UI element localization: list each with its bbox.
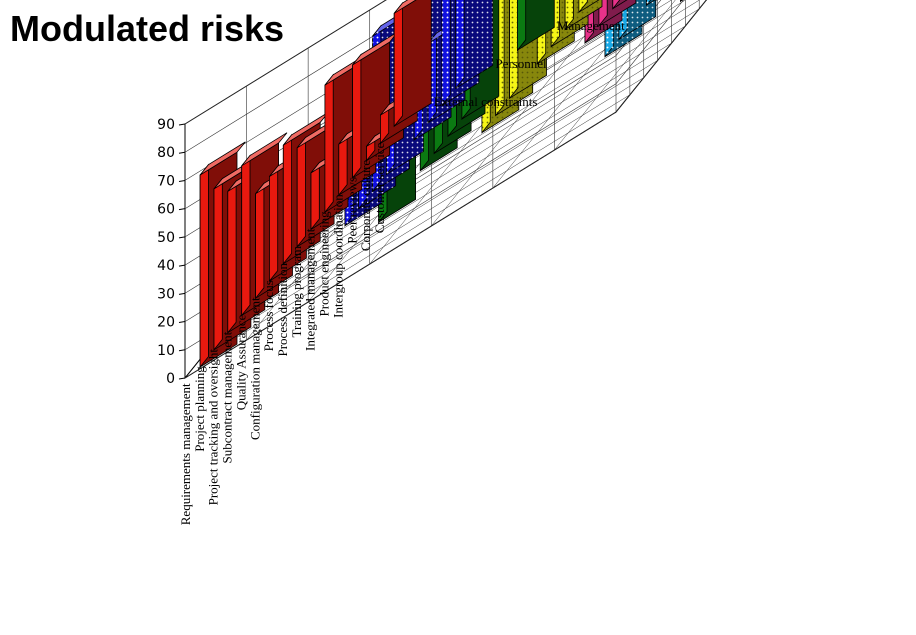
y-tick-label: 10 — [157, 343, 175, 359]
category-label: Requirements management — [178, 383, 193, 525]
bar-side-face — [517, 0, 555, 51]
bar-external-constraints — [393, 0, 432, 128]
bar-development-environment — [612, 0, 628, 10]
bar-side-texture — [646, 0, 655, 5]
category-label: Subcontract management — [220, 331, 235, 463]
bar-design-and-production — [646, 0, 656, 7]
category-label: Process definition — [275, 263, 290, 357]
series-label: Personnel — [495, 56, 547, 71]
series-label: Management — [557, 18, 625, 33]
bar-side-face — [598, 0, 637, 27]
category-label: Product engineering — [317, 211, 332, 317]
y-tick-label: 20 — [157, 315, 175, 331]
bar-development-framework — [564, 0, 603, 31]
category-label: Training program — [289, 246, 304, 338]
floor-gridline — [254, 25, 686, 293]
bar-front-face — [393, 1, 403, 128]
y-tick-label: 80 — [157, 145, 175, 161]
y-tick-label: 50 — [157, 230, 175, 246]
category-label: Project tracking and oversight — [206, 349, 221, 506]
floor-gridline — [554, 0, 676, 151]
y-tick-mark — [178, 321, 186, 324]
y-tick-label: 70 — [157, 173, 175, 189]
category-label: Peer reviews — [344, 177, 359, 244]
bar-front-face — [352, 53, 362, 179]
y-tick-mark — [178, 377, 186, 380]
y-axis-tick-labels: 0 10 20 30 40 50 60 70 80 90 — [157, 117, 186, 387]
y-tick-label: 30 — [157, 286, 175, 302]
category-label: Customer service — [372, 142, 387, 233]
y-tick-mark — [178, 179, 186, 182]
category-label: Integrated management — [303, 228, 318, 351]
floor-gridline — [212, 77, 644, 344]
bar-front-face — [199, 163, 209, 369]
bars-group — [199, 0, 684, 369]
floor-gridline — [198, 94, 630, 362]
bar-side-texture — [578, 0, 599, 13]
bar-top-face — [241, 132, 288, 167]
bar-front-face — [680, 0, 683, 3]
bar-front-face — [213, 177, 223, 351]
bar-side-texture — [618, 0, 656, 40]
y-tick-label: 60 — [157, 202, 175, 218]
bar-front-face — [324, 73, 334, 214]
bar-front-face — [282, 133, 293, 265]
gridline-value — [184, 0, 387, 125]
floor-gridline — [240, 42, 672, 310]
y-tick-label: 40 — [157, 258, 175, 274]
category-label: Process focus — [261, 280, 276, 351]
y-tick-mark — [178, 264, 186, 267]
category-label: Intergroup coordination — [331, 194, 346, 318]
bar-requirements — [680, 0, 684, 3]
y-tick-mark — [178, 123, 186, 126]
floor-gridline — [268, 8, 700, 276]
y-tick-mark — [178, 349, 186, 352]
chart-title: Modulated risks — [10, 8, 285, 49]
category-label: Project planning — [192, 366, 207, 452]
series-axis-labels: External constraintsPersonnelManagementD… — [434, 18, 625, 109]
bar-top-face — [393, 0, 417, 14]
y-tick-mark — [178, 151, 186, 154]
bar-management — [517, 0, 555, 52]
bar-front-face — [241, 154, 251, 317]
y-tick-mark — [178, 292, 186, 295]
bar-development-framework — [578, 0, 600, 14]
bar-side-texture — [565, 0, 602, 30]
bar-personnel — [455, 0, 494, 90]
bar-front-face — [227, 179, 237, 334]
gridline-value — [184, 0, 433, 153]
bar-side-texture — [455, 0, 493, 89]
category-label: Corporate culture — [358, 160, 373, 252]
y-tick-mark — [178, 208, 186, 211]
bar-front-face — [517, 0, 527, 52]
floor-gridline — [226, 60, 658, 327]
y-tick-label: 90 — [157, 117, 175, 133]
series-label: External constraints — [434, 94, 538, 109]
y-tick-label: 0 — [166, 371, 175, 387]
category-label: Quality Assurance — [233, 314, 248, 410]
bar-front-face — [612, 0, 621, 10]
category-label: Configuration management — [247, 297, 262, 440]
y-tick-mark — [178, 236, 186, 239]
floor-gridline — [492, 0, 645, 189]
bar-top-face — [199, 141, 246, 176]
